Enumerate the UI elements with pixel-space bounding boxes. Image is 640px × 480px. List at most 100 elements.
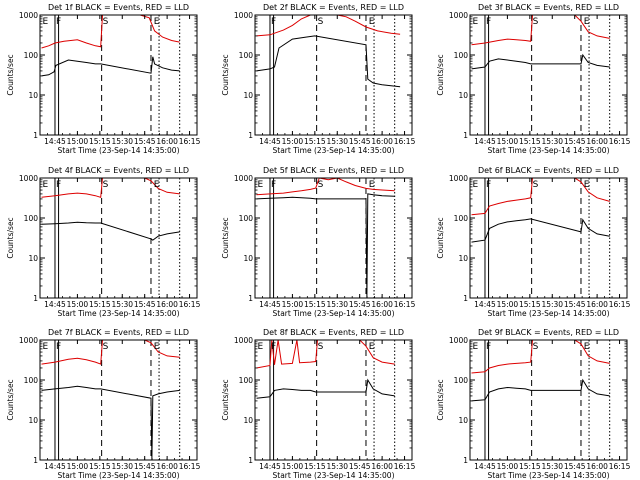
x-tick-label: 15:45 — [349, 300, 371, 309]
y-tick-label: 10 — [458, 91, 468, 100]
event-marker: E — [584, 180, 590, 190]
y-tick-label: 1000 — [234, 174, 253, 183]
plot-frame — [469, 14, 628, 136]
event-marker: F — [271, 342, 276, 352]
y-tick-label: 1000 — [234, 336, 253, 345]
y-tick-label: 100 — [239, 376, 254, 385]
x-tick-label: 15:00 — [67, 300, 89, 309]
series-events-black — [41, 385, 180, 460]
x-tick-label: 15:00 — [497, 300, 519, 309]
x-tick-label: 15:30 — [326, 462, 348, 471]
series-events-black — [256, 378, 395, 399]
x-tick-label: 16:00 — [586, 462, 608, 471]
x-axis-label: Start Time (23-Sep-14 14:35:00) — [488, 146, 610, 155]
x-tick-label: 15:15 — [89, 300, 111, 309]
x-tick-label: 16:15 — [394, 300, 416, 309]
panel-title: Det 8f BLACK = Events, RED = LLD — [263, 328, 404, 337]
series-events-black — [256, 35, 401, 88]
y-tick-label: 100 — [454, 214, 469, 223]
y-tick-label: 1000 — [449, 11, 468, 20]
event-marker: F — [486, 180, 491, 190]
y-tick-label: 1 — [33, 131, 38, 140]
x-tick-label: 16:15 — [394, 137, 416, 146]
x-tick-label: 14:45 — [44, 462, 66, 471]
x-tick-label: 15:30 — [111, 462, 133, 471]
x-tick-label: 16:15 — [609, 137, 631, 146]
event-marker: E — [584, 342, 590, 352]
series-events-black — [41, 56, 180, 77]
plot-frame — [39, 14, 198, 136]
event-marker: S — [318, 180, 324, 190]
series-events-black — [471, 378, 610, 402]
x-axis-label: Start Time (23-Sep-14 14:35:00) — [273, 309, 395, 318]
series-lld-red — [256, 15, 401, 37]
event-marker: F — [271, 180, 276, 190]
x-tick-label: 14:45 — [44, 300, 66, 309]
x-tick-label: 16:00 — [586, 300, 608, 309]
event-marker: F — [486, 17, 491, 27]
x-tick-label: 15:45 — [349, 462, 371, 471]
y-tick-label: 1 — [248, 131, 253, 140]
x-tick-label: 15:00 — [67, 462, 89, 471]
y-tick-label: 1000 — [449, 336, 468, 345]
panel-2: Det 2f BLACK = Events, RED = LLD F S E 1 10 10… — [221, 3, 416, 155]
x-tick-label: 14:45 — [44, 137, 66, 146]
y-tick-label: 10 — [28, 416, 38, 425]
x-tick-label: 16:15 — [179, 137, 201, 146]
y-tick-label: 1000 — [449, 174, 468, 183]
x-axis-label: Start Time (23-Sep-14 14:35:00) — [58, 146, 180, 155]
event-marker: E — [584, 17, 590, 27]
y-tick-label: 100 — [24, 51, 39, 60]
y-tick-label: 1 — [33, 294, 38, 303]
x-tick-label: 16:00 — [156, 300, 178, 309]
x-tick-label: 14:45 — [259, 300, 281, 309]
x-tick-label: 15:00 — [282, 300, 304, 309]
x-tick-label: 16:15 — [609, 300, 631, 309]
y-tick-label: 1 — [463, 131, 468, 140]
y-tick-label: 10 — [243, 254, 253, 263]
event-marker: F — [486, 342, 491, 352]
panel-title: Det 4f BLACK = Events, RED = LLD — [48, 166, 189, 175]
x-tick-label: 15:15 — [89, 137, 111, 146]
x-tick-label: 15:15 — [89, 462, 111, 471]
x-tick-label: 16:15 — [394, 462, 416, 471]
x-tick-label: 16:00 — [156, 462, 178, 471]
event-marker: E — [473, 342, 479, 352]
x-tick-label: 15:30 — [111, 300, 133, 309]
x-tick-label: 16:15 — [179, 300, 201, 309]
event-marker: S — [103, 17, 109, 27]
event-marker: F — [271, 17, 276, 27]
x-tick-label: 15:15 — [304, 137, 326, 146]
plot-frame — [254, 177, 413, 299]
series-events-black — [256, 193, 395, 298]
x-tick-label: 15:15 — [519, 300, 541, 309]
event-marker: S — [318, 17, 324, 27]
event-marker: F — [56, 17, 61, 27]
event-marker: E — [43, 180, 49, 190]
x-tick-label: 15:15 — [519, 462, 541, 471]
x-tick-label: 14:45 — [259, 137, 281, 146]
x-axis-label: Start Time (23-Sep-14 14:35:00) — [488, 309, 610, 318]
x-tick-label: 16:15 — [609, 462, 631, 471]
panel-title: Det 6f BLACK = Events, RED = LLD — [478, 166, 619, 175]
x-tick-label: 15:30 — [111, 137, 133, 146]
x-tick-label: 15:45 — [134, 462, 156, 471]
event-marker: E — [154, 342, 160, 352]
panel-title: Det 7f BLACK = Events, RED = LLD — [48, 328, 189, 337]
x-tick-label: 16:00 — [371, 462, 393, 471]
event-marker: E — [43, 17, 49, 27]
event-marker: E — [258, 342, 264, 352]
x-tick-label: 15:30 — [326, 300, 348, 309]
series-lld-red — [471, 178, 610, 216]
series-events-black — [471, 53, 610, 70]
x-tick-label: 15:15 — [519, 137, 541, 146]
plot-frame — [254, 14, 413, 136]
y-tick-label: 10 — [458, 416, 468, 425]
y-tick-label: 10 — [28, 91, 38, 100]
series-events-black — [41, 221, 180, 241]
y-tick-label: 10 — [28, 254, 38, 263]
